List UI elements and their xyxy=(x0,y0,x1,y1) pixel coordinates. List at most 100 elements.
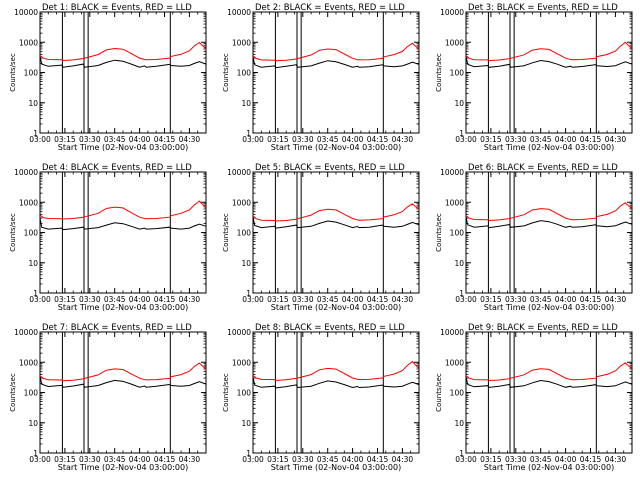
x-tick-label: 03:30 xyxy=(292,135,314,144)
x-tick-label: 03:00 xyxy=(242,295,264,304)
panel-title: Det 7: BLACK = Events, RED = LLD xyxy=(42,323,192,333)
y-tick-label: 1 xyxy=(246,449,251,458)
y-tick-label: 10 xyxy=(454,99,464,108)
x-tick-label: 04:15 xyxy=(367,135,389,144)
x-tick-label: 04:15 xyxy=(580,295,602,304)
series-line-lld xyxy=(465,202,633,222)
detector-panel-1: Det 1: BLACK = Events, RED = LLD 1 10 100 10… xyxy=(9,3,207,152)
x-tick-label: 03:30 xyxy=(505,295,527,304)
series-line-lld xyxy=(252,42,420,62)
y-tick-label: 10000 xyxy=(440,8,464,17)
y-tick-label: 100 xyxy=(237,69,252,78)
panel-title: Det 2: BLACK = Events, RED = LLD xyxy=(255,3,405,13)
x-tick-label: 04:00 xyxy=(555,135,577,144)
series-line-events xyxy=(39,376,207,388)
x-axis-label: Start Time (02-Nov-04 03:00:00) xyxy=(271,303,401,312)
y-tick-label: 10 xyxy=(28,419,38,428)
plot-frame xyxy=(465,11,633,134)
detector-panel-6: Det 6: BLACK = Events, RED = LLD 1 10 100 10… xyxy=(435,163,633,312)
x-tick-label: 04:30 xyxy=(605,455,627,464)
plot-frame xyxy=(252,11,420,134)
series-line-events xyxy=(465,216,633,229)
panel-title: Det 9: BLACK = Events, RED = LLD xyxy=(468,323,618,333)
detector-panel-5: Det 5: BLACK = Events, RED = LLD 1 10 100 10… xyxy=(222,163,420,312)
x-tick-label: 04:15 xyxy=(154,295,176,304)
x-tick-label: 04:30 xyxy=(179,455,201,464)
x-tick-label: 03:45 xyxy=(530,135,552,144)
x-tick-label: 03:15 xyxy=(54,135,76,144)
x-tick-label: 03:45 xyxy=(317,455,339,464)
y-tick-label: 1000 xyxy=(232,38,251,47)
x-tick-label: 03:00 xyxy=(455,135,477,144)
y-tick-label: 1000 xyxy=(232,358,251,367)
y-tick-label: 10 xyxy=(241,419,251,428)
y-tick-label: 10000 xyxy=(440,168,464,177)
x-axis-label: Start Time (02-Nov-04 03:00:00) xyxy=(58,463,188,472)
x-tick-label: 04:15 xyxy=(367,295,389,304)
y-tick-label: 10000 xyxy=(227,8,251,17)
x-tick-label: 04:15 xyxy=(154,455,176,464)
x-tick-label: 03:30 xyxy=(292,455,314,464)
y-axis-label: Counts/sec xyxy=(9,213,17,252)
y-tick-label: 1 xyxy=(459,289,464,298)
x-tick-label: 03:00 xyxy=(29,135,51,144)
y-tick-label: 1000 xyxy=(445,38,464,47)
plot-frame xyxy=(39,331,207,454)
y-axis-label: Counts/sec xyxy=(435,213,443,252)
x-tick-label: 04:00 xyxy=(129,455,151,464)
x-tick-label: 03:15 xyxy=(480,295,502,304)
series-line-lld xyxy=(465,41,633,62)
x-axis-label: Start Time (02-Nov-04 03:00:00) xyxy=(484,143,614,152)
plot-frame xyxy=(252,331,420,454)
y-tick-label: 1 xyxy=(246,129,251,138)
x-axis-label: Start Time (02-Nov-04 03:00:00) xyxy=(271,463,401,472)
x-tick-label: 03:45 xyxy=(530,455,552,464)
x-tick-label: 04:30 xyxy=(605,295,627,304)
x-tick-label: 04:00 xyxy=(555,455,577,464)
y-axis-label: Counts/sec xyxy=(435,53,443,92)
x-tick-label: 03:45 xyxy=(317,135,339,144)
y-tick-label: 1000 xyxy=(19,358,38,367)
x-tick-label: 03:15 xyxy=(480,455,502,464)
detector-panel-4: Det 4: BLACK = Events, RED = LLD 1 10 100 10… xyxy=(9,163,207,312)
series-line-events xyxy=(252,56,420,69)
detector-panel-2: Det 2: BLACK = Events, RED = LLD 1 10 100 10… xyxy=(222,3,420,152)
series-line-events xyxy=(465,56,633,68)
y-tick-label: 10000 xyxy=(14,8,38,17)
y-tick-label: 10000 xyxy=(227,168,251,177)
y-tick-label: 1 xyxy=(246,289,251,298)
y-axis-label: Counts/sec xyxy=(9,373,17,412)
plot-frame xyxy=(465,171,633,294)
y-tick-label: 1000 xyxy=(445,198,464,207)
y-tick-label: 10 xyxy=(454,259,464,268)
y-tick-label: 100 xyxy=(450,229,465,238)
panel-title: Det 4: BLACK = Events, RED = LLD xyxy=(42,163,192,173)
x-tick-label: 04:30 xyxy=(392,455,414,464)
x-tick-label: 04:00 xyxy=(129,295,151,304)
x-tick-label: 03:45 xyxy=(317,295,339,304)
x-tick-label: 04:00 xyxy=(342,295,364,304)
x-tick-label: 03:00 xyxy=(455,455,477,464)
y-tick-label: 1000 xyxy=(19,198,38,207)
detector-panel-8: Det 8: BLACK = Events, RED = LLD 1 10 100 10… xyxy=(222,323,420,472)
series-line-lld xyxy=(39,200,207,220)
x-tick-label: 04:15 xyxy=(580,455,602,464)
series-line-events xyxy=(252,376,420,389)
y-tick-label: 10 xyxy=(454,419,464,428)
x-axis-label: Start Time (02-Nov-04 03:00:00) xyxy=(58,303,188,312)
y-tick-label: 100 xyxy=(450,69,465,78)
y-axis-label: Counts/sec xyxy=(222,373,230,412)
x-axis-label: Start Time (02-Nov-04 03:00:00) xyxy=(271,143,401,152)
y-axis-label: Counts/sec xyxy=(222,213,230,252)
series-line-events xyxy=(39,218,207,231)
x-tick-label: 04:30 xyxy=(179,295,201,304)
x-tick-label: 04:00 xyxy=(129,135,151,144)
x-tick-label: 04:00 xyxy=(555,295,577,304)
x-tick-label: 03:00 xyxy=(29,295,51,304)
x-tick-label: 04:15 xyxy=(154,135,176,144)
x-tick-label: 04:30 xyxy=(179,135,201,144)
x-axis-label: Start Time (02-Nov-04 03:00:00) xyxy=(58,143,188,152)
y-tick-label: 1000 xyxy=(232,198,251,207)
panel-title: Det 5: BLACK = Events, RED = LLD xyxy=(255,163,405,173)
x-tick-label: 03:30 xyxy=(79,295,101,304)
